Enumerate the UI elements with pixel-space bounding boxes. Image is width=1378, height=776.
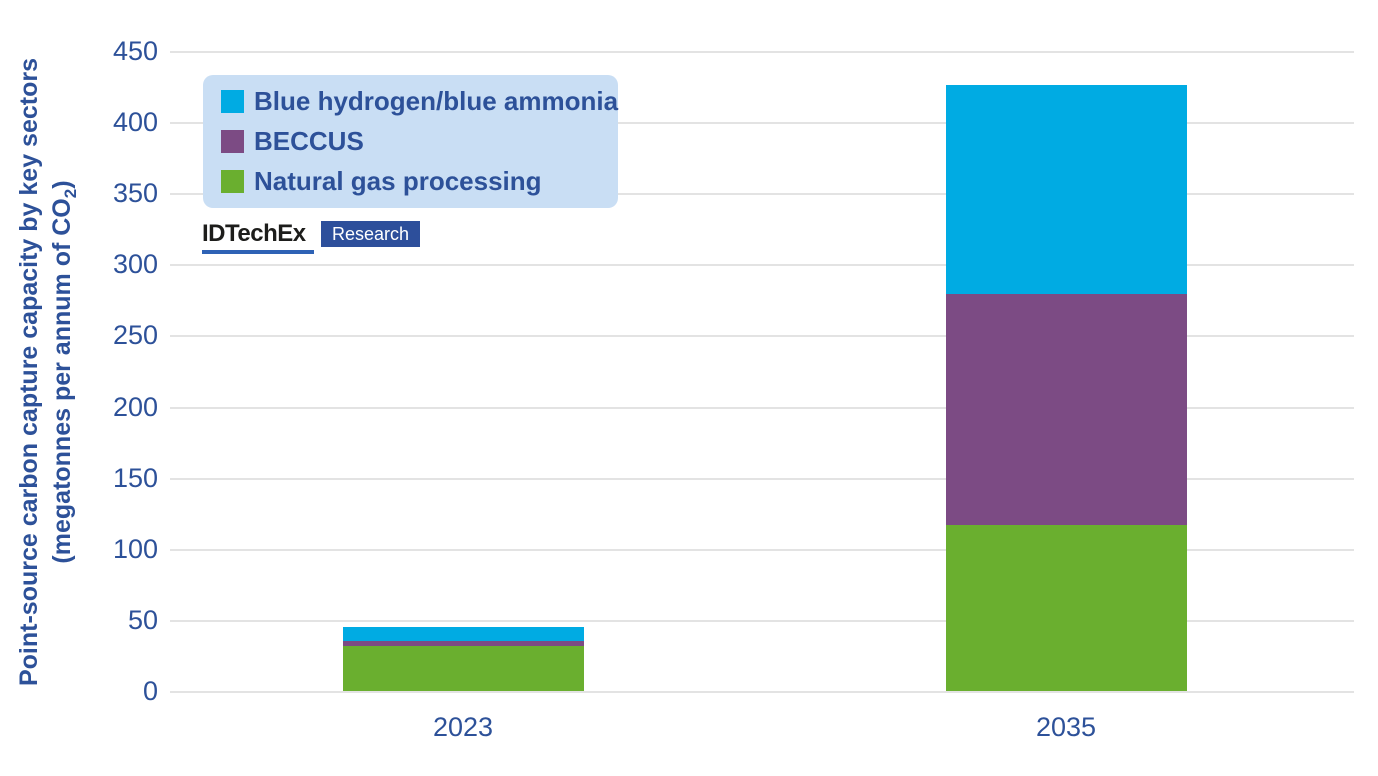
legend-swatch-icon [221,170,244,193]
y-tick-label-200: 200 [112,391,158,422]
gridline-300 [170,264,1354,267]
y-tick-label-450: 450 [112,36,158,66]
plot-area [170,51,1354,693]
y-tick-label-150: 150 [112,462,158,493]
bar-segment-2023-blue-hydrogen-blue-ammonia [342,627,584,642]
legend: Blue hydrogen/blue ammonia BECCUS Natural … [203,75,618,208]
y-tick-label-0: 0 [142,676,158,706]
gridline-100 [170,548,1354,551]
bar-segment-2023-beccus [342,641,584,646]
idtechex-wordmark: IDTechEx [202,220,306,247]
gridline-350 [170,193,1354,196]
y-axis-title-line1: Point-source carbon capture capacity by … [15,58,43,687]
bar-segment-2035-natural-gas-processing [945,524,1187,691]
gridline-200 [170,406,1354,409]
gridline-450 [170,51,1354,53]
research-badge: Research [321,221,421,247]
y-tick-label-100: 100 [112,533,158,564]
gridline-50 [170,619,1354,622]
x-axis-label-2023: 2023 [432,712,494,742]
x-axis-label-2035: 2035 [1035,712,1097,742]
idtechex-wordmark-block: IDTechEx [202,220,314,254]
gridline-250 [170,335,1354,338]
y-tick-label-50: 50 [127,604,158,635]
legend-label: Blue hydrogen/blue ammonia [254,86,619,116]
legend-item-natural-gas-processing: Natural gas processing [221,166,618,197]
stacked-bar-2035 [945,85,1187,691]
idtechex-logo: IDTechEx Research [202,220,421,254]
gridline-0 [170,691,1354,693]
stacked-bar-2023 [342,627,584,691]
bar-segment-2035-blue-hydrogen-blue-ammonia [945,85,1187,295]
y-tick-label-350: 350 [112,178,158,209]
gridline-400 [170,122,1354,125]
legend-swatch-icon [221,130,244,153]
legend-item-blue-hydrogen-blue-ammonia: Blue hydrogen/blue ammonia [221,86,618,117]
legend-label: BECCUS [254,126,364,156]
y-tick-label-400: 400 [112,107,158,138]
logo-underline [202,250,314,254]
y-tick-label-300: 300 [112,249,158,280]
bar-segment-2023-natural-gas-processing [342,645,584,691]
legend-item-beccus: BECCUS [221,126,618,157]
y-tick-label-250: 250 [112,320,158,351]
legend-label: Natural gas processing [254,166,542,196]
gridline-150 [170,477,1354,480]
bar-segment-2035-beccus [945,294,1187,525]
legend-swatch-icon [221,90,244,113]
